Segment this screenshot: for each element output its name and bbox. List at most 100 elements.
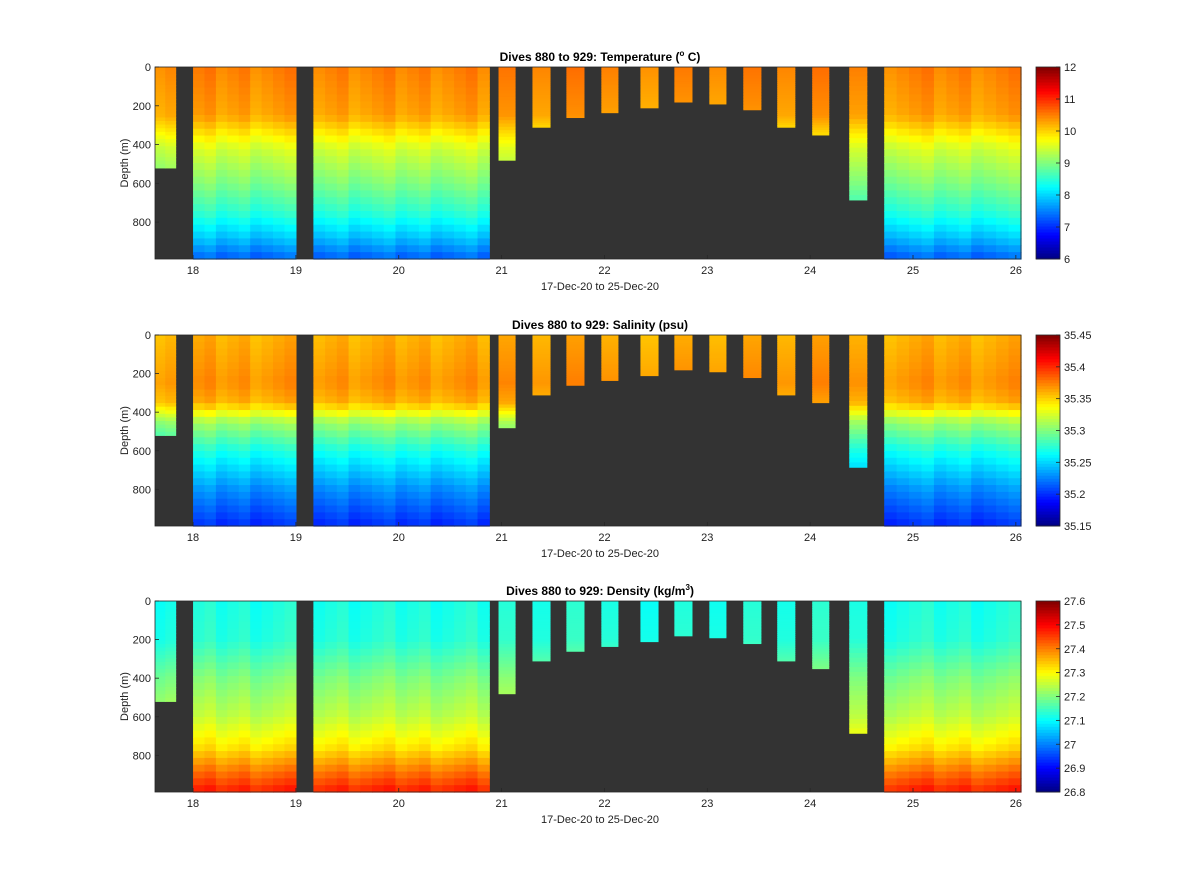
data-cell	[336, 163, 350, 171]
data-cell	[204, 382, 217, 391]
data-cell	[909, 635, 923, 643]
dive-profile-8	[640, 67, 659, 109]
data-cell	[709, 606, 727, 609]
data-cell	[193, 156, 206, 164]
data-cell	[418, 757, 432, 766]
data-cell	[674, 359, 693, 362]
data-cell	[193, 614, 206, 623]
data-cell	[777, 639, 796, 643]
data-cell	[996, 108, 1010, 116]
data-cell	[601, 367, 619, 370]
data-cell	[674, 346, 693, 349]
data-cell	[193, 190, 206, 198]
colorbar-segment	[1036, 379, 1060, 384]
data-cell	[566, 381, 585, 384]
colorbar-segment	[1036, 205, 1060, 209]
colorbar-segment	[1036, 220, 1060, 224]
data-cell	[204, 607, 217, 616]
data-cell	[418, 662, 432, 670]
data-cell	[996, 519, 1010, 527]
data-cell	[465, 450, 479, 459]
data-cell	[983, 778, 997, 786]
data-cell	[465, 723, 479, 732]
data-cell	[215, 471, 228, 479]
data-cell	[946, 389, 960, 397]
data-cell	[777, 367, 796, 370]
data-cell	[215, 491, 228, 500]
data-cell	[395, 183, 408, 192]
data-cell	[204, 190, 217, 198]
colorbar-segment	[1036, 127, 1060, 131]
data-cell	[227, 744, 240, 752]
data-cell	[204, 785, 217, 793]
data-cell	[215, 94, 228, 102]
data-cell	[165, 367, 177, 372]
data-cell	[971, 94, 985, 102]
data-cell	[958, 245, 972, 253]
data-cell	[395, 108, 408, 116]
data-cell	[971, 335, 985, 343]
data-cell	[777, 628, 796, 632]
colorbar-segment	[1036, 199, 1060, 203]
data-cell	[946, 410, 960, 418]
data-cell	[348, 648, 361, 657]
data-cell	[933, 169, 947, 178]
data-cell	[465, 224, 479, 233]
data-cell	[777, 626, 796, 630]
data-cell	[348, 142, 361, 150]
data-cell	[777, 67, 796, 70]
data-cell	[1008, 778, 1022, 786]
data-cell	[204, 716, 217, 725]
data-cell	[204, 471, 217, 479]
data-cell	[566, 383, 585, 386]
data-cell	[227, 485, 240, 493]
data-cell	[849, 452, 868, 459]
data-cell	[155, 618, 166, 624]
data-cell	[193, 142, 206, 150]
data-cell	[238, 703, 251, 711]
data-cell	[250, 362, 263, 370]
data-cell	[454, 128, 467, 137]
data-cell	[430, 601, 443, 609]
data-cell	[273, 505, 286, 513]
data-cell	[383, 355, 397, 363]
data-cell	[812, 601, 830, 605]
data-cell	[407, 197, 420, 205]
data-cell	[498, 103, 516, 108]
data-cell	[215, 771, 228, 779]
data-cell	[983, 450, 997, 459]
data-cell	[1008, 197, 1022, 205]
data-cell	[204, 94, 217, 102]
data-cell	[777, 375, 796, 379]
data-cell	[215, 519, 228, 527]
data-cell	[884, 641, 898, 650]
data-cell	[454, 416, 467, 425]
data-cell	[958, 80, 972, 89]
data-cell	[383, 142, 397, 150]
data-cell	[204, 703, 217, 711]
data-cell	[884, 156, 898, 164]
data-cell	[933, 696, 947, 704]
data-cell	[996, 396, 1010, 404]
data-cell	[372, 519, 385, 527]
data-cell	[921, 362, 935, 370]
data-cell	[313, 682, 326, 691]
data-cell	[336, 478, 350, 486]
colorbar-segment	[1036, 777, 1060, 781]
data-cell	[284, 669, 297, 677]
data-cell	[273, 471, 286, 479]
data-cell	[640, 348, 659, 351]
data-cell	[983, 135, 997, 144]
colorbar-tick-label: 12	[1064, 62, 1076, 74]
data-cell	[407, 238, 420, 246]
data-cell	[215, 183, 228, 192]
data-cell	[430, 689, 443, 698]
data-cell	[849, 681, 868, 687]
data-cell	[204, 601, 217, 609]
data-cell	[465, 641, 479, 650]
data-cell	[958, 389, 972, 397]
data-cell	[465, 751, 479, 759]
data-cell	[946, 423, 960, 432]
data-cell	[407, 491, 420, 500]
data-cell	[227, 751, 240, 759]
